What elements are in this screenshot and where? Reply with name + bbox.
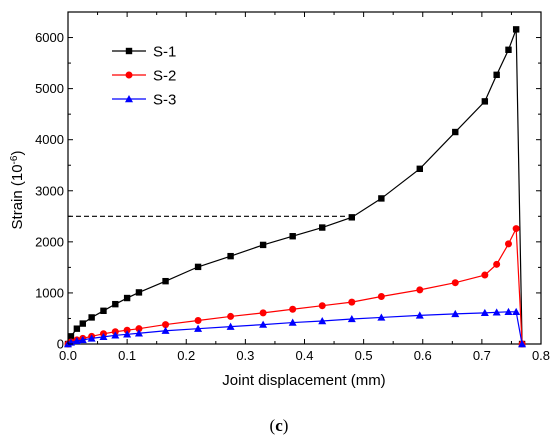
data-point-s-1 — [162, 277, 169, 285]
data-point-s-2 — [493, 260, 501, 268]
legend-marker-s-1 — [125, 47, 133, 55]
x-tick-label: 0.4 — [295, 348, 313, 363]
data-point-s-3 — [111, 331, 120, 339]
legend-label-s-2: S-2 — [153, 68, 176, 85]
data-point-s-3 — [161, 326, 170, 334]
data-point-s-2 — [289, 305, 297, 313]
y-tick-label: 0 — [57, 337, 64, 352]
x-tick-label: 0.2 — [177, 348, 195, 363]
y-tick-label: 6000 — [35, 30, 64, 45]
data-point-s-3 — [518, 340, 527, 348]
legend-marker-s-2 — [125, 71, 133, 79]
data-point-s-1 — [512, 26, 520, 33]
data-point-s-1 — [348, 214, 355, 221]
data-point-s-3 — [72, 336, 81, 345]
x-tick-label: 0.0 — [59, 348, 77, 363]
data-point-s-1 — [123, 294, 131, 302]
data-point-s-2 — [416, 286, 424, 294]
panel-caption-open: ( — [270, 416, 276, 435]
data-point-s-2 — [318, 302, 326, 310]
data-point-s-2 — [135, 325, 143, 333]
data-point-s-1 — [67, 333, 75, 340]
data-point-s-3 — [480, 308, 489, 317]
data-point-s-1 — [88, 314, 95, 321]
data-point-s-3 — [194, 324, 203, 332]
data-point-s-1 — [227, 252, 234, 260]
x-tick-label: 0.1 — [118, 348, 136, 363]
data-point-s-3 — [87, 334, 96, 342]
data-point-s-3 — [288, 318, 297, 326]
y-axis-title-main: Strain (10 — [9, 164, 26, 229]
data-point-s-3 — [318, 317, 327, 325]
data-point-s-2 — [512, 225, 520, 233]
series-s-1 — [64, 26, 526, 348]
data-point-s-1 — [194, 263, 202, 271]
series-s-2 — [64, 225, 526, 348]
data-point-s-3 — [134, 329, 143, 337]
data-point-s-2 — [227, 312, 235, 320]
x-tick-label: 0.8 — [532, 348, 550, 363]
panel-caption-letter: c — [275, 416, 283, 435]
y-tick-label: 1000 — [35, 285, 64, 300]
series-s-3 — [64, 307, 527, 348]
data-point-s-1 — [135, 289, 143, 296]
data-point-s-1 — [73, 325, 81, 332]
data-point-s-2 — [377, 292, 385, 300]
data-point-s-1 — [378, 195, 385, 202]
legend-label-s-3: S-3 — [153, 92, 176, 109]
y-tick-label: 2000 — [35, 234, 64, 249]
x-axis-title: Joint displacement (mm) — [222, 372, 385, 389]
y-axis-title-exponent: -6 — [9, 155, 20, 164]
panel-caption-close: ) — [283, 416, 289, 435]
legend-label-s-1: S-1 — [153, 44, 176, 61]
data-point-s-1 — [79, 320, 86, 327]
legend: S-1 S-2 S-3 — [112, 44, 176, 109]
x-tick-label: 0.7 — [473, 348, 491, 363]
y-tick-label: 4000 — [35, 132, 64, 147]
data-point-s-3 — [347, 314, 356, 323]
data-point-s-1 — [493, 71, 500, 79]
data-point-s-1 — [112, 300, 119, 308]
data-point-s-1 — [100, 307, 107, 314]
panel-caption: (c) — [270, 416, 289, 435]
data-point-s-1 — [452, 128, 459, 136]
series-line-s-1 — [67, 29, 523, 345]
data-point-s-2 — [504, 240, 512, 248]
y-axis-title: Strain (10-6) — [9, 151, 27, 230]
y-axis-title-close: ) — [9, 151, 26, 156]
data-point-s-1 — [289, 233, 296, 240]
data-point-s-3 — [451, 309, 460, 318]
y-tick-label: 3000 — [35, 183, 64, 198]
data-point-s-3 — [504, 307, 513, 316]
data-point-s-3 — [492, 308, 501, 316]
data-point-s-1 — [319, 224, 326, 231]
x-tick-label: 0.3 — [236, 348, 254, 363]
y-tick-label: 5000 — [35, 81, 64, 96]
data-point-s-2 — [259, 309, 267, 317]
x-tick-label: 0.5 — [355, 348, 373, 363]
data-point-s-3 — [377, 313, 386, 321]
axis-ticks: 0.0 0.1 0.2 0.3 0.4 0.5 0.6 0.7 0.8 0 1000 2000 3000… — [35, 12, 550, 363]
data-point-s-2 — [162, 321, 170, 329]
x-tick-label: 0.6 — [414, 348, 432, 363]
data-point-s-3 — [78, 335, 87, 344]
data-point-s-1 — [505, 46, 512, 53]
legend-marker-s-3 — [125, 95, 133, 103]
data-point-s-3 — [123, 330, 132, 338]
data-point-s-1 — [416, 165, 423, 173]
data-point-s-3 — [226, 322, 235, 330]
data-point-s-3 — [512, 307, 521, 316]
series-layer — [64, 26, 527, 348]
data-point-s-2 — [348, 298, 356, 306]
data-point-s-3 — [415, 311, 424, 319]
data-point-s-2 — [194, 317, 202, 325]
data-point-s-2 — [451, 279, 459, 287]
data-point-s-1 — [481, 98, 489, 105]
data-point-s-3 — [259, 320, 268, 328]
data-point-s-2 — [123, 326, 131, 334]
data-point-s-2 — [481, 271, 489, 279]
data-point-s-1 — [259, 241, 267, 249]
data-point-s-3 — [99, 332, 108, 341]
